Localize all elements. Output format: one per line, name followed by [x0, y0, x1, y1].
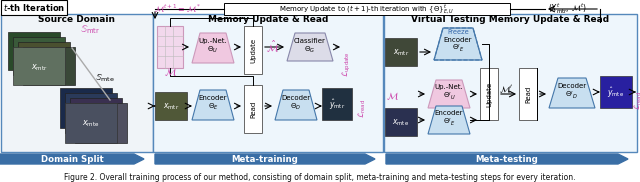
FancyBboxPatch shape [385, 38, 417, 66]
FancyBboxPatch shape [75, 103, 127, 143]
Polygon shape [549, 78, 595, 108]
Text: $\Theta'_E$: $\Theta'_E$ [452, 42, 464, 54]
Text: Read: Read [525, 85, 531, 103]
Text: $\hat{y}_{\mathrm{mte}}$: $\hat{y}_{\mathrm{mte}}$ [607, 86, 625, 100]
Text: Source Domain: Source Domain [38, 15, 115, 25]
Text: $x_{\mathrm{mte}}$: $x_{\mathrm{mte}}$ [82, 119, 100, 129]
Text: Virtual Testing Memory Update & Read: Virtual Testing Memory Update & Read [411, 15, 609, 25]
Text: Meta-training: Meta-training [232, 155, 298, 163]
Text: $\Theta_G$: $\Theta_G$ [304, 45, 316, 55]
Polygon shape [434, 28, 482, 60]
Text: Up.-Net.: Up.-Net. [435, 84, 463, 90]
Text: $\mathcal{M}^{t+1}=\mathcal{M}^*$: $\mathcal{M}^{t+1}=\mathcal{M}^*$ [154, 3, 202, 15]
Text: Read: Read [250, 100, 256, 118]
Polygon shape [428, 80, 470, 108]
Text: $\Theta'_U$: $\Theta'_U$ [442, 90, 456, 102]
Text: Update: Update [250, 37, 256, 63]
FancyBboxPatch shape [244, 85, 262, 133]
FancyBboxPatch shape [13, 47, 65, 85]
Text: Up.-Net.: Up.-Net. [198, 38, 227, 44]
Text: $\mathcal{M}$: $\mathcal{M}$ [163, 66, 177, 78]
Text: Figure 2. Overall training process of our method, consisting of domain split, me: Figure 2. Overall training process of ou… [64, 173, 576, 182]
FancyBboxPatch shape [155, 92, 187, 120]
FancyBboxPatch shape [480, 68, 498, 120]
Text: Meta-testing: Meta-testing [476, 155, 538, 163]
Polygon shape [275, 90, 317, 120]
Text: $\Theta'_D$: $\Theta'_D$ [566, 89, 579, 101]
FancyBboxPatch shape [65, 93, 117, 133]
Text: Encoder: Encoder [199, 95, 227, 101]
FancyBboxPatch shape [23, 47, 75, 85]
Text: $x_{\mathrm{mtr}}$: $x_{\mathrm{mtr}}$ [31, 63, 47, 73]
Text: Memory Update to $(t+1)$-th iteration with $\{\Theta\}^t_{E,U}$: Memory Update to $(t+1)$-th iteration wi… [280, 3, 454, 15]
FancyBboxPatch shape [224, 3, 510, 15]
Text: $\mathcal{M}'$: $\mathcal{M}'$ [499, 83, 513, 95]
Text: $\mathcal{L}_{\mathrm{read}}$: $\mathcal{L}_{\mathrm{read}}$ [632, 90, 640, 110]
Text: $x_{\mathrm{mtr}}$: $x_{\mathrm{mtr}}$ [163, 102, 179, 112]
Text: $\it{t}$-th Iteration: $\it{t}$-th Iteration [3, 2, 65, 13]
Polygon shape [192, 33, 234, 63]
Text: Encoder: Encoder [435, 110, 463, 116]
FancyBboxPatch shape [322, 88, 352, 120]
Polygon shape [287, 33, 333, 61]
FancyBboxPatch shape [385, 108, 417, 136]
Text: $\Theta'_E$: $\Theta'_E$ [443, 116, 455, 128]
Polygon shape [192, 90, 234, 120]
FancyBboxPatch shape [18, 42, 70, 80]
Text: $\mathbb{S}_{\mathrm{mte}}$: $\mathbb{S}_{\mathrm{mte}}$ [95, 72, 115, 84]
Text: Update: Update [486, 81, 492, 107]
FancyArrow shape [386, 154, 628, 164]
Text: $\mathbb{S}_{\mathrm{mtr}}$: $\mathbb{S}_{\mathrm{mtr}}$ [80, 24, 100, 36]
Text: Classifier: Classifier [294, 38, 326, 44]
FancyArrow shape [0, 154, 144, 164]
Text: $\mathcal{L}_{\mathrm{update}}$: $\mathcal{L}_{\mathrm{update}}$ [341, 51, 353, 77]
FancyBboxPatch shape [65, 103, 117, 143]
FancyBboxPatch shape [600, 76, 632, 108]
Text: $\mathcal{L}_{\mathrm{read}}$: $\mathcal{L}_{\mathrm{read}}$ [356, 98, 368, 118]
Text: Encoder: Encoder [444, 37, 472, 43]
FancyBboxPatch shape [157, 26, 183, 68]
FancyBboxPatch shape [519, 68, 537, 120]
Text: $x_{\mathrm{mte}}$: $x_{\mathrm{mte}}$ [392, 118, 410, 128]
FancyBboxPatch shape [60, 88, 112, 128]
Text: $\Theta_U$: $\Theta_U$ [207, 45, 219, 55]
Text: Memory Update & Read: Memory Update & Read [208, 15, 328, 25]
FancyArrow shape [155, 154, 375, 164]
FancyBboxPatch shape [244, 26, 262, 74]
Text: $\Theta_D$: $\Theta_D$ [291, 102, 301, 112]
FancyBboxPatch shape [70, 98, 122, 138]
Text: Decoder: Decoder [557, 83, 587, 89]
Text: $\mathcal{M}$: $\mathcal{M}$ [387, 90, 399, 102]
FancyBboxPatch shape [153, 14, 383, 152]
Polygon shape [428, 106, 470, 134]
Text: Domain Split: Domain Split [40, 155, 104, 163]
FancyBboxPatch shape [1, 14, 153, 152]
Text: $(X^t_{\mathrm{mtr}},\, \mathcal{M}^t)$: $(X^t_{\mathrm{mtr}},\, \mathcal{M}^t)$ [548, 2, 586, 16]
FancyBboxPatch shape [8, 32, 60, 70]
FancyBboxPatch shape [384, 14, 637, 152]
Text: $\hat{\mathcal{M}}$: $\hat{\mathcal{M}}$ [266, 38, 280, 54]
Text: $\Theta_E$: $\Theta_E$ [207, 102, 218, 112]
Text: $\hat{y}_{\mathrm{mtr}}$: $\hat{y}_{\mathrm{mtr}}$ [329, 98, 345, 112]
FancyBboxPatch shape [13, 37, 65, 75]
Text: Decoder: Decoder [282, 95, 310, 101]
Text: $x_{\mathrm{mtr}}$: $x_{\mathrm{mtr}}$ [393, 48, 409, 58]
Text: Freeze: Freeze [447, 29, 469, 35]
